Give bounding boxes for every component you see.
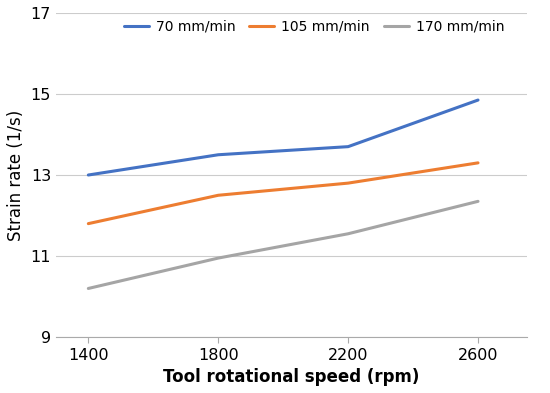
- 70 mm/min: [475, 98, 481, 103]
- Legend: 70 mm/min, 105 mm/min, 170 mm/min: 70 mm/min, 105 mm/min, 170 mm/min: [124, 20, 504, 34]
- 170 mm/min: [215, 256, 222, 261]
- 70 mm/min: [215, 152, 222, 157]
- 170 mm/min: [345, 231, 351, 236]
- Line: 70 mm/min: 70 mm/min: [89, 100, 478, 175]
- X-axis label: Tool rotational speed (rpm): Tool rotational speed (rpm): [163, 368, 420, 386]
- 70 mm/min: [85, 173, 92, 177]
- 105 mm/min: [345, 181, 351, 185]
- 105 mm/min: [475, 160, 481, 165]
- 70 mm/min: [345, 144, 351, 149]
- 105 mm/min: [215, 193, 222, 198]
- Line: 105 mm/min: 105 mm/min: [89, 163, 478, 224]
- 170 mm/min: [475, 199, 481, 204]
- 105 mm/min: [85, 221, 92, 226]
- Y-axis label: Strain rate (1/s): Strain rate (1/s): [7, 109, 25, 241]
- Line: 170 mm/min: 170 mm/min: [89, 201, 478, 288]
- 170 mm/min: [85, 286, 92, 291]
